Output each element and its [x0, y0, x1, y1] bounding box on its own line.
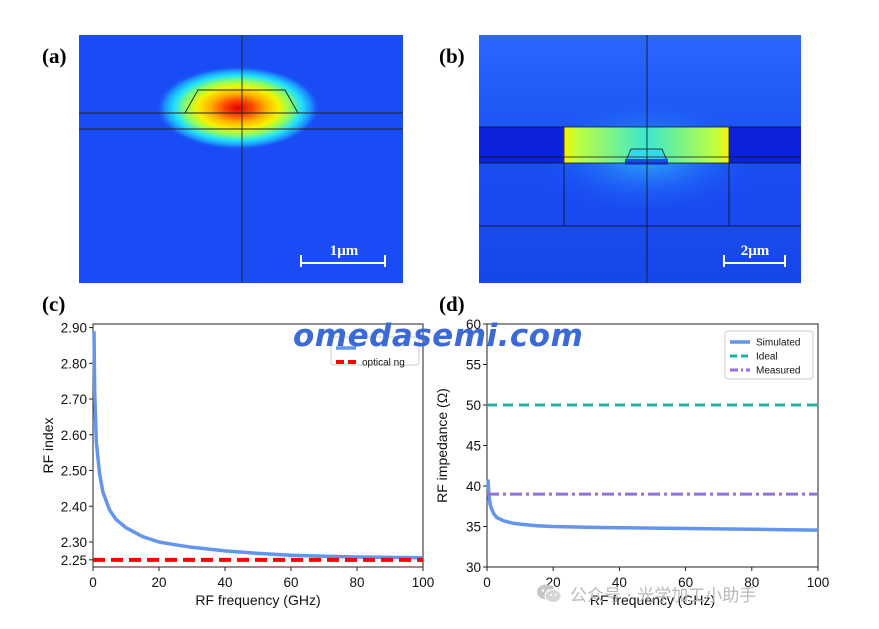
panel-label-b: (b) — [439, 44, 465, 68]
x-tick-label: 60 — [678, 575, 693, 590]
y-tick-label: 55 — [466, 358, 481, 373]
y-tick-label: 2.90 — [61, 321, 87, 336]
x-tick-label: 100 — [412, 575, 435, 590]
legend-label: Simulated — [756, 338, 800, 349]
x-tick-label: 100 — [807, 575, 830, 590]
x-tick-label: 40 — [217, 575, 232, 590]
y-tick-label: 35 — [466, 520, 481, 535]
panel-label-c: (c) — [42, 292, 66, 316]
watermark-text: omedasemi.com — [293, 318, 584, 354]
optical-mode-field-image: 1μm — [79, 35, 403, 283]
x-tick-label: 40 — [612, 575, 627, 590]
scale-bar-b-label: 2μm — [741, 243, 770, 259]
wechat-caption-text: 公众号 · 光学加工小助手 — [570, 586, 757, 606]
simulated-impedance-curve — [486, 479, 819, 532]
x-tick-label: 0 — [89, 575, 97, 590]
legend-frame — [330, 336, 420, 366]
rf-field-image: 2μm — [479, 35, 801, 283]
scale-bar-a-label: 1μm — [330, 243, 359, 259]
wechat-icon — [536, 583, 562, 605]
x-tick-label: 0 — [483, 575, 491, 590]
x-tick-label: 80 — [349, 575, 364, 590]
y-tick-label: 2.30 — [61, 535, 87, 550]
plot-frame — [92, 323, 424, 568]
y-tick-label: 2.25 — [61, 553, 87, 568]
x-axis-title: RF frequency (GHz) — [195, 592, 320, 608]
y-tick-label: 30 — [466, 560, 481, 575]
panel-label-d: (d) — [439, 292, 465, 316]
y-tick-label: 2.50 — [61, 464, 87, 479]
wechat-caption: 公众号 · 光学加工小助手 — [536, 581, 756, 606]
x-tick-label: 60 — [283, 575, 298, 590]
y-tick-label: 2.80 — [61, 356, 87, 371]
legend-label: optical ng — [362, 358, 405, 369]
scale-bar-a: 1μm — [300, 243, 386, 267]
x-tick-label: 20 — [151, 575, 166, 590]
y-tick-label: 60 — [466, 317, 481, 332]
panel-label-a: (a) — [42, 44, 67, 68]
legend-label: Measured — [756, 366, 800, 377]
y-axis-title: RF index — [40, 417, 56, 473]
y-tick-label: 45 — [466, 439, 481, 454]
legend: optical ng — [330, 336, 420, 369]
y-axis-title: RF impedance (Ω) — [434, 388, 450, 503]
legend-label: Ideal — [756, 352, 778, 363]
rf-index-curve — [92, 331, 424, 560]
y-tick-label: 2.70 — [61, 392, 87, 407]
y-tick-label: 40 — [466, 479, 481, 494]
x-tick-label: 80 — [744, 575, 759, 590]
scale-bar-b: 2μm — [723, 243, 786, 267]
y-tick-label: 50 — [466, 398, 481, 413]
y-tick-label: 2.60 — [61, 428, 87, 443]
legend: Simulated Ideal Measured — [724, 330, 814, 380]
x-axis-title: RF frequency (GHz) — [590, 592, 715, 608]
y-tick-label: 2.40 — [61, 499, 87, 514]
